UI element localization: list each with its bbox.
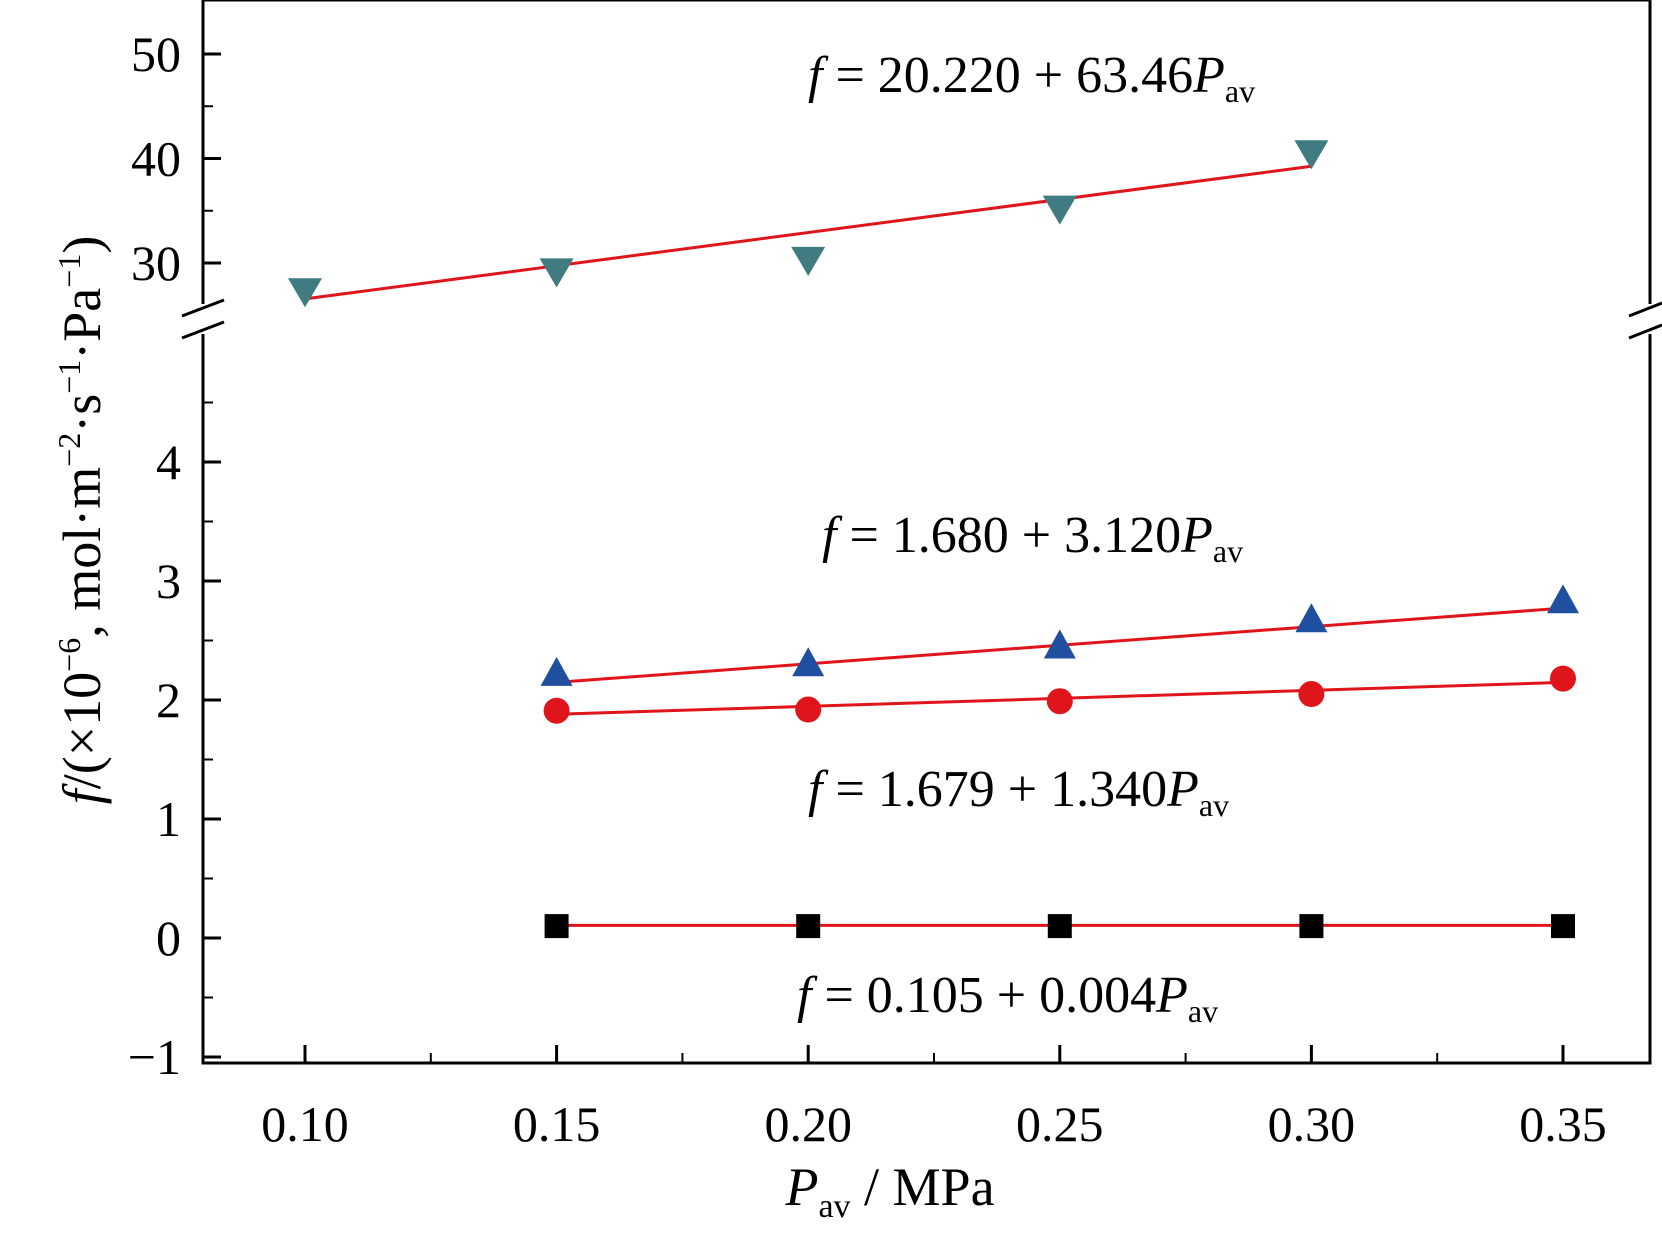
x-axis-ticks: 0.10 0.15 0.20 0.25 0.30 0.35: [261, 1045, 1607, 1152]
data-point-series-3: [1550, 665, 1576, 692]
plot-frame: [201, 0, 1652, 1065]
y-tick-label: 1: [156, 791, 181, 847]
data-point-series-1: [539, 258, 574, 288]
data-point-series-3: [543, 697, 570, 724]
axis-break-slash-right-2: [1628, 323, 1662, 340]
data-point-series-1: [1042, 195, 1077, 225]
axis-break-slash-left-2: [181, 320, 225, 340]
x-tick-label: 0.15: [513, 1096, 601, 1152]
data-point-series-1: [1294, 140, 1329, 170]
plot-border: [201, 0, 1652, 1065]
equation-series-4: f = 0.105 + 0.004Pav: [797, 967, 1218, 1029]
axis-break: [181, 298, 1662, 340]
data-point-series-4: [1551, 914, 1575, 939]
y-tick-label: 3: [156, 553, 181, 609]
axis-break-slash-right-1: [1628, 301, 1662, 318]
data-point-series-4: [1299, 914, 1324, 939]
data-point-series-1: [791, 246, 826, 276]
data-point-series-2: [1295, 603, 1328, 633]
fit-line-series-1: [304, 164, 1312, 301]
data-point-series-2: [1547, 584, 1579, 614]
equation-series-2: f = 1.680 + 3.120Pav: [822, 507, 1243, 569]
axis-break-slash-left-1: [181, 298, 225, 318]
y-tick-label: 50: [131, 26, 181, 82]
y-axis-title: f/(×10−6, mol·m−2·s−1·Pa−1): [51, 236, 112, 805]
y-tick-label: −1: [128, 1029, 181, 1085]
data-markers: [288, 140, 1579, 939]
y-tick-label: 2: [156, 672, 181, 728]
data-point-series-4: [1047, 914, 1072, 939]
y-tick-label: 40: [131, 131, 181, 187]
data-point-series-3: [1046, 688, 1073, 715]
x-tick-label: 0.35: [1519, 1096, 1607, 1152]
data-point-series-4: [796, 914, 821, 939]
y-tick-label: 0: [156, 910, 181, 966]
x-tick-label: 0.10: [261, 1096, 349, 1152]
x-tick-label: 0.25: [1016, 1096, 1104, 1152]
data-point-series-2: [1043, 629, 1076, 659]
data-point-series-3: [795, 696, 822, 723]
equation-series-1: f = 20.220 + 63.46Pav: [808, 47, 1255, 109]
y-tick-label: 30: [131, 235, 181, 291]
equations: f = 20.220 + 63.46Pav f = 1.680 + 3.120P…: [797, 47, 1255, 1029]
equation-series-3: f = 1.679 + 1.340Pav: [808, 761, 1229, 823]
data-point-series-2: [792, 647, 825, 677]
data-point-series-2: [540, 656, 573, 686]
y-axis-ticks: −1 0 1 2 3 4 30 40 50: [128, 26, 221, 1085]
x-axis-title: Pav / MPa: [784, 1157, 994, 1225]
x-tick-label: 0.20: [764, 1096, 852, 1152]
data-point-series-1: [288, 278, 322, 308]
x-tick-label: 0.30: [1268, 1096, 1356, 1152]
data-point-series-3: [1298, 681, 1325, 708]
y-tick-label: 4: [156, 434, 181, 490]
data-point-series-4: [544, 914, 569, 939]
